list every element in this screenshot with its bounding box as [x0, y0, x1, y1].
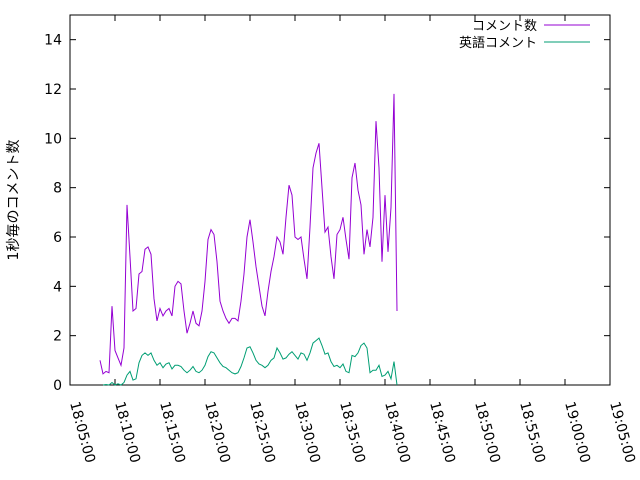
y-tick-label: 4 — [53, 279, 62, 295]
x-tick-label: 18:35:00 — [336, 400, 368, 465]
y-tick-label: 14 — [44, 33, 62, 49]
x-tick-label: 18:25:00 — [246, 400, 278, 465]
series-line-comments — [99, 93, 398, 375]
y-tick-label: 8 — [53, 181, 62, 197]
y-tick-label: 0 — [53, 378, 62, 394]
x-tick-label: 19:05:00 — [606, 400, 638, 465]
legend: コメント数 英語コメント — [459, 19, 590, 51]
x-tick-label: 18:05:00 — [66, 400, 98, 465]
series-line-english — [102, 337, 398, 386]
x-tick-label: 18:55:00 — [516, 400, 548, 465]
legend-label-comments: コメント数 — [472, 19, 537, 34]
y-tick-label: 6 — [53, 230, 62, 246]
x-tick-label: 18:30:00 — [291, 400, 323, 465]
y-axis-label: 1秒毎のコメント数 — [6, 140, 22, 261]
x-tick-label: 18:40:00 — [381, 400, 413, 465]
x-axis-ticks: 18:05:00 18:10:00 18:15:00 18:20:00 18:25:00… — [66, 15, 638, 465]
x-tick-label: 18:15:00 — [156, 400, 188, 465]
y-tick-label: 2 — [53, 329, 62, 345]
x-tick-label: 18:45:00 — [426, 400, 458, 465]
series-layer — [99, 93, 398, 386]
x-tick-label: 18:10:00 — [111, 400, 143, 465]
y-tick-label: 12 — [44, 82, 62, 98]
x-tick-label: 18:20:00 — [201, 400, 233, 465]
y-axis-ticks: 0 2 4 6 8 10 12 14 — [44, 33, 610, 394]
plot-frame — [69, 14, 611, 386]
x-tick-label: 18:50:00 — [471, 400, 503, 465]
y-tick-label: 10 — [44, 131, 62, 147]
legend-label-english: 英語コメント — [459, 35, 537, 51]
x-tick-label: 19:00:00 — [561, 400, 593, 465]
